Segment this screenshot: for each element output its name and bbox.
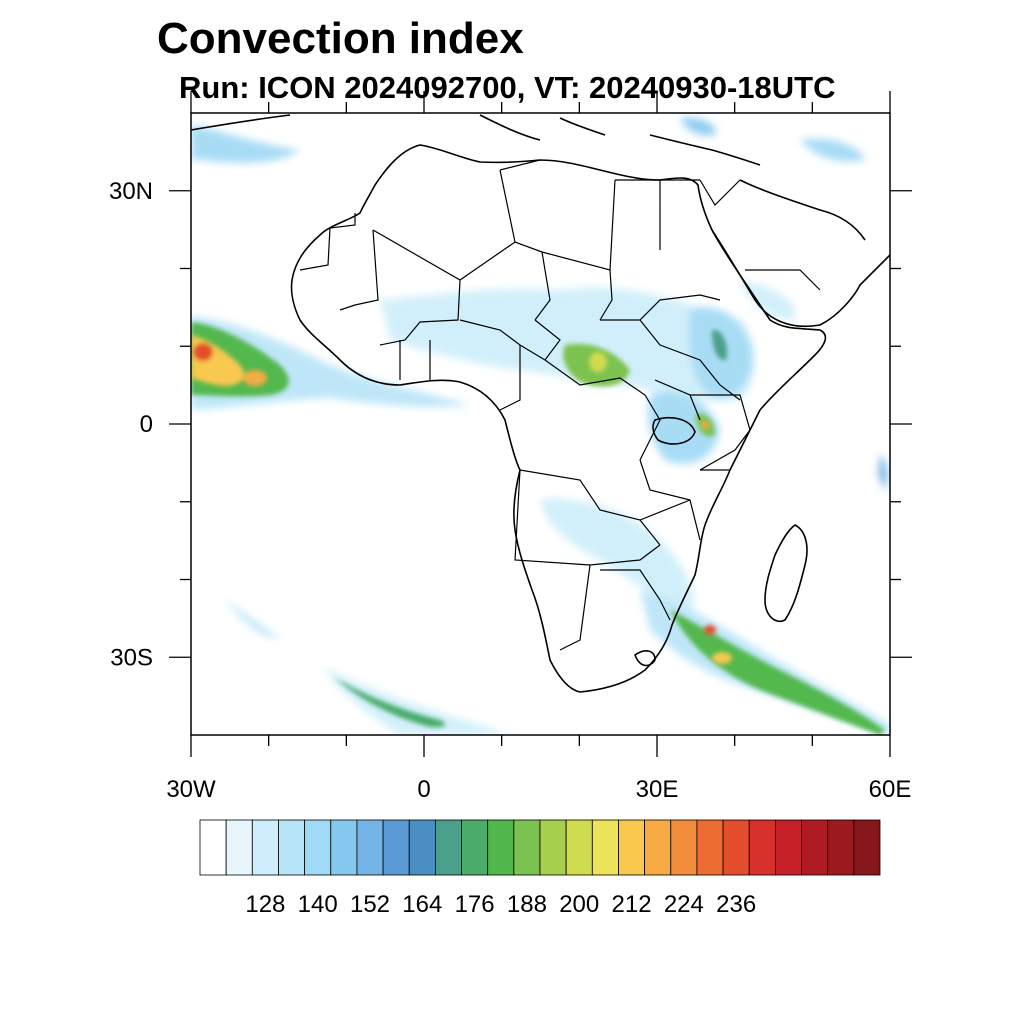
colorbar-label: 212 (612, 891, 652, 918)
colorbar-box (382, 819, 410, 876)
lon-tick-label: 30E (636, 776, 679, 803)
axis-tick-labels: 30W 0 30E 60E 30N 0 30S (109, 178, 911, 803)
colorbar-label: 128 (245, 891, 285, 918)
convection-patch-lakes (648, 391, 720, 464)
colorbar-box (748, 819, 776, 876)
convection-patch-east-edge (878, 455, 888, 490)
convection-patch-sahel (380, 287, 755, 402)
colorbar-labels: 128 140 152 164 176 188 200 212 224 236 (245, 891, 756, 918)
europe-coastline (191, 114, 761, 166)
colorbar-box (618, 819, 646, 876)
colorbar-box (853, 819, 881, 876)
convection-hotspot-lakes (701, 421, 709, 429)
colorbar-box (278, 819, 306, 876)
colorbar-box (356, 819, 384, 876)
lon-tick-label: 60E (869, 776, 912, 803)
convection-patch-red-sea (740, 280, 796, 320)
colorbar-box (304, 819, 332, 876)
colorbar-box (487, 819, 515, 876)
colorbar-box (199, 819, 227, 876)
colorbar-label: 152 (350, 891, 390, 918)
colorbar-box (539, 819, 567, 876)
colorbar-label: 140 (298, 891, 338, 918)
colorbar-box (722, 819, 750, 876)
convection-patch-mediterranean (680, 117, 716, 136)
convection-hotspot-atlantic-east (243, 370, 267, 386)
lat-tick-label: 0 (140, 411, 153, 438)
lon-tick-label: 30W (166, 776, 216, 803)
colorbar-box (330, 819, 358, 876)
coastlines-and-borders (191, 114, 890, 693)
colorbar-box (827, 819, 855, 876)
colorbar-boxes (199, 819, 881, 876)
convection-hotspot-mozambique (704, 625, 716, 635)
chart-subtitle: Run: ICON 2024092700, VT: 20240930-18UTC (179, 70, 836, 105)
colorbar-label: 200 (559, 891, 599, 918)
convection-hotspot-madagascar-south (712, 652, 732, 664)
colorbar-label: 236 (716, 891, 756, 918)
colorbar-box (251, 819, 279, 876)
convection-hotspot-atlantic-peak (193, 343, 213, 361)
colorbar-box (591, 819, 619, 876)
colorbar-box (774, 819, 802, 876)
convection-patch-arabia (800, 138, 865, 162)
convection-patch-angola (540, 499, 694, 615)
colorbar-box (644, 819, 672, 876)
axis-ticks (169, 91, 912, 757)
madagascar-coastline (764, 524, 808, 622)
convection-patch-north-atlantic (191, 125, 300, 163)
colorbar-box (434, 819, 462, 876)
lat-tick-label: 30N (109, 178, 153, 205)
convection-core-mozambique (670, 610, 885, 735)
colorbar-label: 164 (402, 891, 442, 918)
convection-core-south-atlantic (335, 678, 446, 728)
colorbar-box (225, 819, 253, 876)
colorbar-box (408, 819, 436, 876)
chart-title: Convection index (157, 14, 524, 63)
convection-field (191, 117, 890, 735)
lat-tick-label: 30S (110, 644, 153, 671)
colorbar-box (670, 819, 698, 876)
arabia-coastline (711, 179, 890, 327)
lesotho-border (634, 650, 656, 667)
convection-patch-sw-atlantic (225, 600, 280, 639)
colorbar-box (696, 819, 724, 876)
africa-coastline (290, 144, 827, 693)
colorbar-box (801, 819, 829, 876)
colorbar-box (461, 819, 489, 876)
country-borders (299, 159, 821, 651)
convection-core-ethiopia (712, 329, 728, 361)
lake-victoria (652, 416, 696, 445)
convection-hotspot-south-sudan (589, 352, 607, 372)
colorbar-label: 176 (455, 891, 495, 918)
colorbar-box (565, 819, 593, 876)
colorbar-label: 188 (507, 891, 547, 918)
lon-tick-label: 0 (417, 776, 430, 803)
colorbar-box (513, 819, 541, 876)
colorbar-label: 224 (664, 891, 704, 918)
